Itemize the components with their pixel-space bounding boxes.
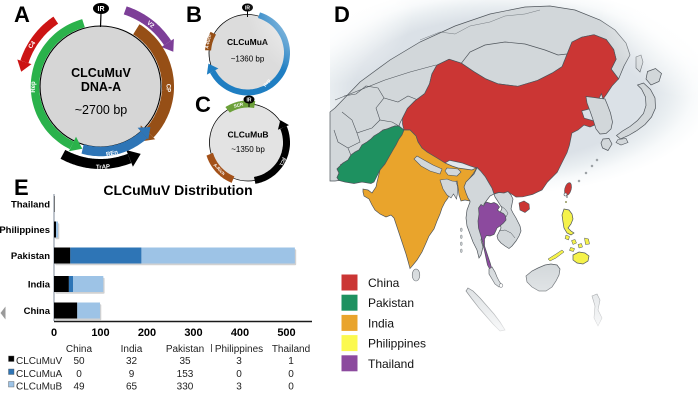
svg-text:CLCuMuA: CLCuMuA — [16, 369, 62, 380]
svg-text:IR: IR — [247, 98, 252, 104]
svg-text:100: 100 — [91, 327, 109, 339]
svg-text:Philippines: Philippines — [0, 225, 50, 236]
svg-text:TrAP: TrAP — [96, 164, 110, 170]
svg-text:V2: V2 — [145, 20, 155, 30]
svg-text:200: 200 — [138, 327, 156, 339]
svg-text:REn: REn — [106, 150, 119, 158]
svg-text:D: D — [334, 2, 350, 27]
svg-text:153: 153 — [177, 369, 194, 380]
svg-text:Thailand: Thailand — [11, 200, 50, 211]
svg-text:400: 400 — [231, 327, 249, 339]
svg-text:~1360 bp: ~1360 bp — [231, 55, 265, 64]
svg-text:DNA-A: DNA-A — [81, 80, 121, 94]
svg-text:0: 0 — [288, 369, 294, 380]
svg-text:65: 65 — [126, 382, 138, 393]
svg-text:India: India — [121, 344, 143, 355]
svg-text:IR: IR — [98, 6, 105, 13]
svg-text:Thailand: Thailand — [272, 344, 310, 355]
svg-text:CLCuMuA: CLCuMuA — [227, 37, 268, 47]
svg-text:A-Rich: A-Rich — [204, 34, 212, 49]
svg-text:China: China — [66, 344, 93, 355]
svg-text:Pakistan: Pakistan — [368, 296, 414, 310]
svg-text:50: 50 — [73, 356, 85, 367]
svg-text:CLCuMuV: CLCuMuV — [71, 66, 131, 80]
svg-text:0: 0 — [51, 327, 57, 339]
svg-text:B: B — [186, 2, 202, 27]
svg-text:India: India — [368, 316, 394, 330]
svg-text:China: China — [24, 306, 51, 317]
svg-text:0: 0 — [76, 369, 82, 380]
svg-text:49: 49 — [73, 382, 85, 393]
svg-text:1: 1 — [288, 356, 294, 367]
svg-text:3: 3 — [236, 356, 242, 367]
svg-text:~1350 bp: ~1350 bp — [231, 145, 265, 154]
svg-text:CLCuMuB: CLCuMuB — [16, 382, 62, 393]
svg-text:Pakistan: Pakistan — [166, 344, 204, 355]
svg-text:Rep: Rep — [31, 81, 37, 93]
svg-text:A: A — [14, 2, 30, 27]
svg-text:9: 9 — [129, 369, 135, 380]
svg-text:35: 35 — [179, 356, 191, 367]
svg-text:βC1: βC1 — [278, 157, 287, 167]
svg-text:CLCuMuV Distribution: CLCuMuV Distribution — [103, 182, 252, 198]
svg-text:32: 32 — [126, 356, 138, 367]
svg-text:China: China — [368, 276, 400, 290]
svg-text:Philippines: Philippines — [215, 344, 263, 355]
svg-text:3: 3 — [236, 382, 242, 393]
svg-text:C: C — [195, 92, 211, 117]
svg-text:C4: C4 — [28, 40, 38, 50]
svg-text:500: 500 — [277, 327, 295, 339]
svg-text:CP: CP — [164, 84, 170, 92]
svg-text:CLCuMuB: CLCuMuB — [227, 130, 268, 140]
svg-text:330: 330 — [177, 382, 194, 393]
svg-text:Thailand: Thailand — [368, 357, 414, 371]
svg-text:India: India — [28, 280, 51, 291]
svg-text:300: 300 — [184, 327, 202, 339]
svg-text:Pakistan: Pakistan — [11, 251, 50, 262]
svg-text:Rep: Rep — [262, 78, 271, 88]
svg-text:Philippines: Philippines — [368, 337, 426, 351]
svg-text:SCR: SCR — [233, 101, 244, 108]
svg-text:0: 0 — [236, 369, 242, 380]
svg-text:E: E — [14, 175, 29, 200]
svg-text:0: 0 — [288, 382, 294, 393]
svg-text:CLCuMuV: CLCuMuV — [16, 356, 62, 367]
svg-text:~2700 bp: ~2700 bp — [75, 103, 128, 117]
